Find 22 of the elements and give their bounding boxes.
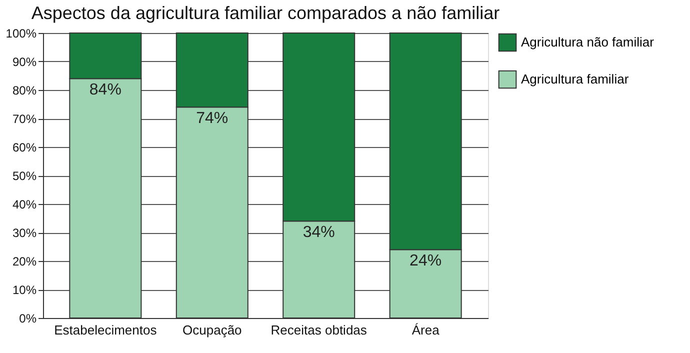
- data-label: 74%: [196, 110, 228, 128]
- x-tick-label: Ocupação: [182, 322, 242, 338]
- legend-label: Agricultura familiar: [521, 72, 630, 86]
- y-tick-label: 80%: [12, 84, 37, 98]
- data-label: 24%: [410, 252, 442, 270]
- chart-title: Aspectos da agricultura familiar comparados a não familiar: [31, 3, 500, 23]
- y-tick-label: 100%: [6, 26, 37, 40]
- y-tick-label: 0%: [19, 312, 37, 326]
- x-tick-label: Receitas obtidas: [270, 322, 368, 338]
- data-label: 34%: [302, 224, 335, 242]
- x-tick-label: Estabelecimentos: [54, 322, 158, 338]
- y-tick-label: 40%: [12, 198, 37, 212]
- y-tick-label: 60%: [12, 140, 37, 154]
- y-tick-label: 30%: [12, 226, 37, 240]
- data-label: 84%: [89, 82, 122, 99]
- y-tick-label: 20%: [12, 254, 37, 268]
- y-tick-label: 90%: [12, 55, 37, 69]
- y-tick-label: 50%: [12, 169, 37, 183]
- legend-label: Agricultura não familiar: [521, 34, 655, 50]
- y-tick-label: 10%: [12, 283, 37, 297]
- x-tick-label: Área: [412, 322, 440, 338]
- y-tick-label: 70%: [12, 112, 37, 126]
